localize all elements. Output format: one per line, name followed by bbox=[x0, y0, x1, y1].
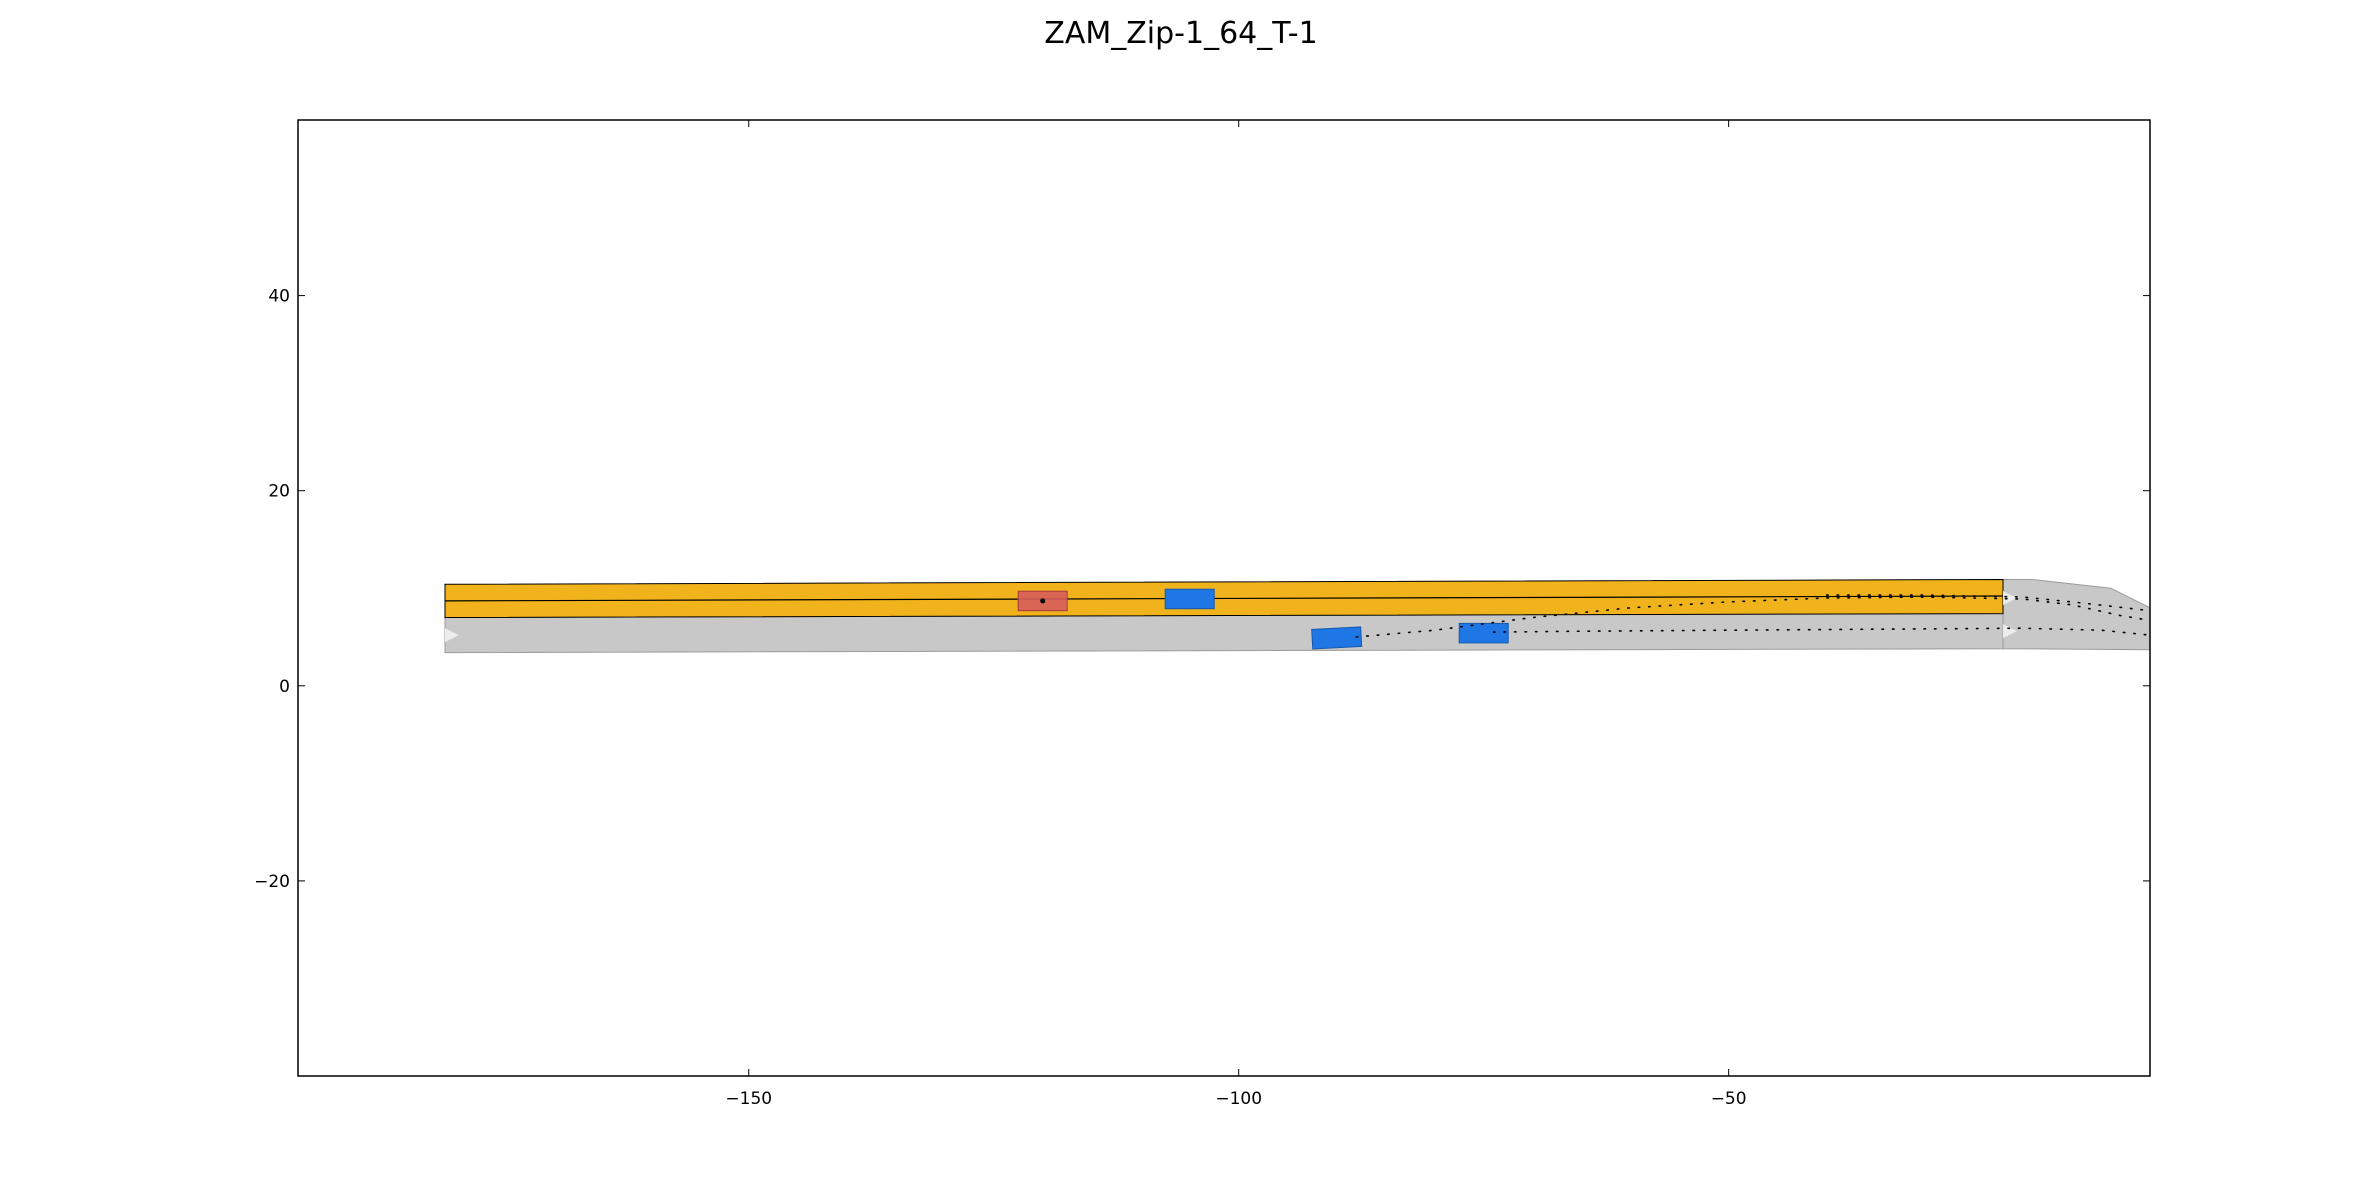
xtick-label-1: −100 bbox=[1215, 1089, 1262, 1109]
xtick-label-2: −50 bbox=[1711, 1089, 1747, 1109]
road-main-lane bbox=[444, 613, 2004, 654]
obstacle-vehicle-0 bbox=[1164, 588, 1215, 610]
xtick-label-0: −150 bbox=[725, 1089, 772, 1109]
plot-frame bbox=[297, 119, 2151, 1077]
plot-content bbox=[444, 578, 2150, 654]
ytick-label-1: 0 bbox=[279, 677, 290, 697]
chart-title: ZAM_Zip-1_64_T-1 bbox=[1044, 16, 1318, 51]
ego-vehicle-center bbox=[1040, 598, 1046, 604]
ytick-label-3: 40 bbox=[268, 287, 290, 307]
road-merge-lane bbox=[2002, 579, 2150, 651]
planning-centerline bbox=[444, 595, 2004, 602]
ytick-label-0: −20 bbox=[254, 872, 290, 892]
lane-direction-arrow-1 bbox=[2003, 591, 2018, 605]
lane-direction-arrow-2 bbox=[2003, 624, 2018, 639]
obstacle-vehicle-1 bbox=[1311, 626, 1363, 650]
obstacle-vehicle-2 bbox=[1458, 622, 1509, 644]
axis-ticks: −150 −100 −50 −20 0 20 40 bbox=[254, 120, 2150, 1109]
ytick-label-2: 20 bbox=[268, 482, 290, 502]
trajectory-0 bbox=[1355, 596, 2150, 638]
lane-direction-arrow-0 bbox=[444, 628, 459, 643]
